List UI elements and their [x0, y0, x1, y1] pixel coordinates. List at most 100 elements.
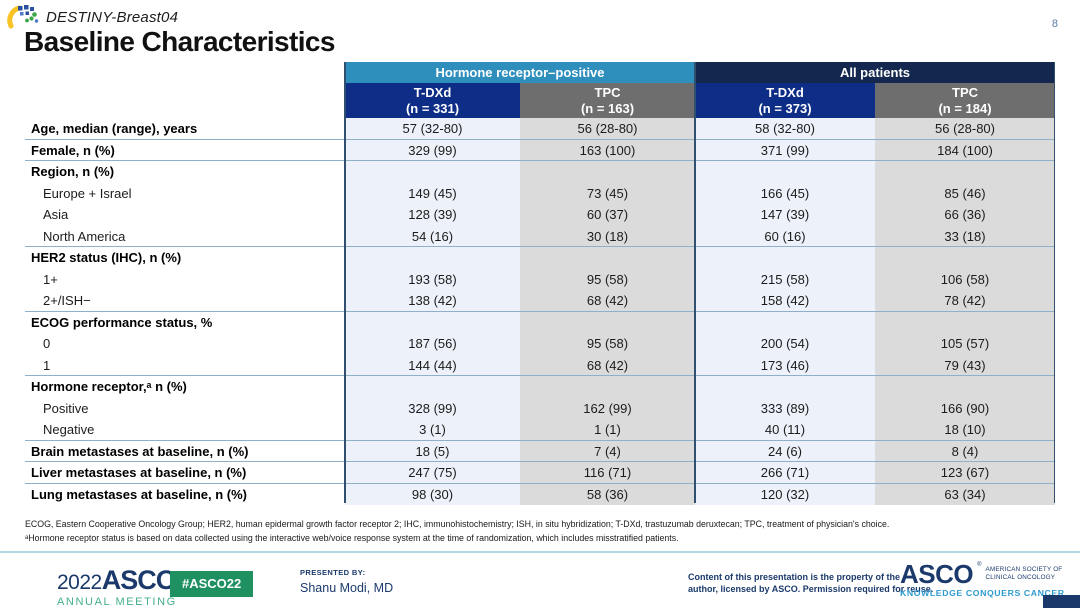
table-row: HER2 status (IHC), n (%)	[25, 247, 1055, 269]
row-value: 60 (37)	[520, 204, 695, 226]
row-value: 40 (11)	[695, 419, 875, 440]
row-label: Europe + Israel	[25, 182, 345, 204]
column-header-tpc-all: TPC (n = 184)	[875, 83, 1055, 118]
table-column-header-row: T-DXd (n = 331) TPC (n = 163) T-DXd (n =…	[25, 83, 1055, 118]
row-value: 328 (99)	[345, 397, 520, 419]
column-n: (n = 331)	[405, 101, 460, 116]
table-row: 1 144 (44) 68 (42) 173 (46) 79 (43)	[25, 354, 1055, 376]
society-line: CLINICAL ONCOLOGY	[985, 573, 1056, 581]
asco-annual-meeting-logo: 2022 ASCO ® ANNUAL MEETING	[57, 565, 181, 608]
row-value: 138 (42)	[345, 290, 520, 311]
row-value	[695, 247, 875, 269]
table-row: Brain metastases at baseline, n (%) 18 (5…	[25, 440, 1055, 462]
row-value: 95 (58)	[520, 268, 695, 290]
row-value: 166 (90)	[875, 397, 1055, 419]
row-label: Liver metastases at baseline, n (%)	[25, 462, 345, 483]
row-value: 371 (99)	[695, 139, 875, 160]
table-row: 2+/ISH− 138 (42) 68 (42) 158 (42) 78 (42)	[25, 290, 1055, 312]
table-vertical-divider	[1053, 62, 1055, 503]
row-value: 78 (42)	[875, 290, 1055, 311]
row-label: Brain metastases at baseline, n (%)	[25, 440, 345, 461]
table-row: Positive 328 (99) 162 (99) 333 (89) 166 (90)	[25, 397, 1055, 419]
row-label: 1	[25, 354, 345, 375]
row-value	[875, 311, 1055, 333]
column-drug: T-DXd	[766, 85, 804, 100]
header-spacer	[25, 62, 345, 83]
row-value: 79 (43)	[875, 354, 1055, 375]
row-value: 193 (58)	[345, 268, 520, 290]
license-line: Content of this presentation is the prop…	[688, 572, 901, 582]
asco-society-logo: ASCO ® AMERICAN SOCIETY OF CLINICAL ONCO…	[900, 561, 1065, 598]
table-body: Age, median (range), years 57 (32-80) 56 (…	[25, 118, 1055, 505]
row-value: 200 (54)	[695, 333, 875, 355]
table-row: 0 187 (56) 95 (58) 200 (54) 105 (57)	[25, 333, 1055, 355]
row-value: 184 (100)	[875, 139, 1055, 160]
row-label: ECOG performance status, %	[25, 311, 345, 333]
license-line: author, licensed by ASCO. Permission req…	[688, 583, 934, 594]
row-value	[520, 247, 695, 269]
row-value: 1 (1)	[520, 419, 695, 440]
row-value	[875, 247, 1055, 269]
row-label: Positive	[25, 397, 345, 419]
registered-mark: ®	[977, 562, 982, 568]
column-header-tdxd-all: T-DXd (n = 373)	[695, 83, 875, 118]
row-label: Negative	[25, 419, 345, 440]
license-text: Content of this presentation is the prop…	[688, 572, 933, 595]
row-value: 329 (99)	[345, 139, 520, 160]
row-label: Asia	[25, 204, 345, 226]
row-value	[875, 161, 1055, 183]
row-value: 57 (32-80)	[345, 118, 520, 139]
row-label: HER2 status (IHC), n (%)	[25, 247, 345, 269]
row-value: 163 (100)	[520, 139, 695, 160]
table-row: ECOG performance status, %	[25, 311, 1055, 333]
row-value: 24 (6)	[695, 440, 875, 461]
table-vertical-divider	[694, 62, 696, 503]
table-row: Female, n (%) 329 (99) 163 (100) 371 (99) 18…	[25, 139, 1055, 161]
row-value: 63 (34)	[875, 483, 1055, 505]
footnotes: ECOG, Eastern Cooperative Oncology Group…	[25, 518, 1065, 545]
table-row: Hormone receptor,ᵃ n (%)	[25, 376, 1055, 398]
row-label: 1+	[25, 268, 345, 290]
row-value: 247 (75)	[345, 462, 520, 483]
row-label: North America	[25, 225, 345, 246]
row-value: 166 (45)	[695, 182, 875, 204]
table-row: Negative 3 (1) 1 (1) 40 (11) 18 (10)	[25, 419, 1055, 441]
brand-header: DESTINY-Breast04	[7, 4, 178, 30]
table-row: Region, n (%)	[25, 161, 1055, 183]
table-row: North America 54 (16) 30 (18) 60 (16) 33 (18…	[25, 225, 1055, 247]
row-value: 158 (42)	[695, 290, 875, 311]
row-value: 149 (45)	[345, 182, 520, 204]
column-header-tpc-hr: TPC (n = 163)	[520, 83, 695, 118]
row-value: 215 (58)	[695, 268, 875, 290]
column-drug: TPC	[594, 85, 621, 100]
row-value	[695, 376, 875, 398]
row-value: 18 (5)	[345, 440, 520, 461]
row-value: 106 (58)	[875, 268, 1055, 290]
row-value: 68 (42)	[520, 290, 695, 311]
row-value	[345, 161, 520, 183]
table-vertical-divider	[344, 62, 346, 503]
row-value: 73 (45)	[520, 182, 695, 204]
column-n: (n = 373)	[758, 101, 812, 116]
presenter-name: Shanu Modi, MD	[300, 581, 394, 595]
row-value: 120 (32)	[695, 483, 875, 505]
row-value: 56 (28-80)	[875, 118, 1055, 139]
row-value	[345, 311, 520, 333]
row-label: Region, n (%)	[25, 161, 345, 183]
row-value: 56 (28-80)	[520, 118, 695, 139]
row-label: 0	[25, 333, 345, 355]
trial-name: DESTINY-Breast04	[46, 8, 179, 26]
row-value: 173 (46)	[695, 354, 875, 375]
baseline-characteristics-table: Hormone receptor–positive All patients T…	[25, 62, 1055, 505]
row-value: 162 (99)	[520, 397, 695, 419]
row-value: 266 (71)	[695, 462, 875, 483]
row-value: 3 (1)	[345, 419, 520, 440]
destiny-logo-icon	[7, 5, 39, 29]
row-value	[695, 161, 875, 183]
row-value: 98 (30)	[345, 483, 520, 505]
column-n: (n = 163)	[580, 101, 635, 116]
logo-asco-word: ASCO	[101, 565, 177, 595]
presented-by-label: PRESENTED BY:	[300, 568, 366, 577]
column-drug: TPC	[952, 85, 978, 100]
